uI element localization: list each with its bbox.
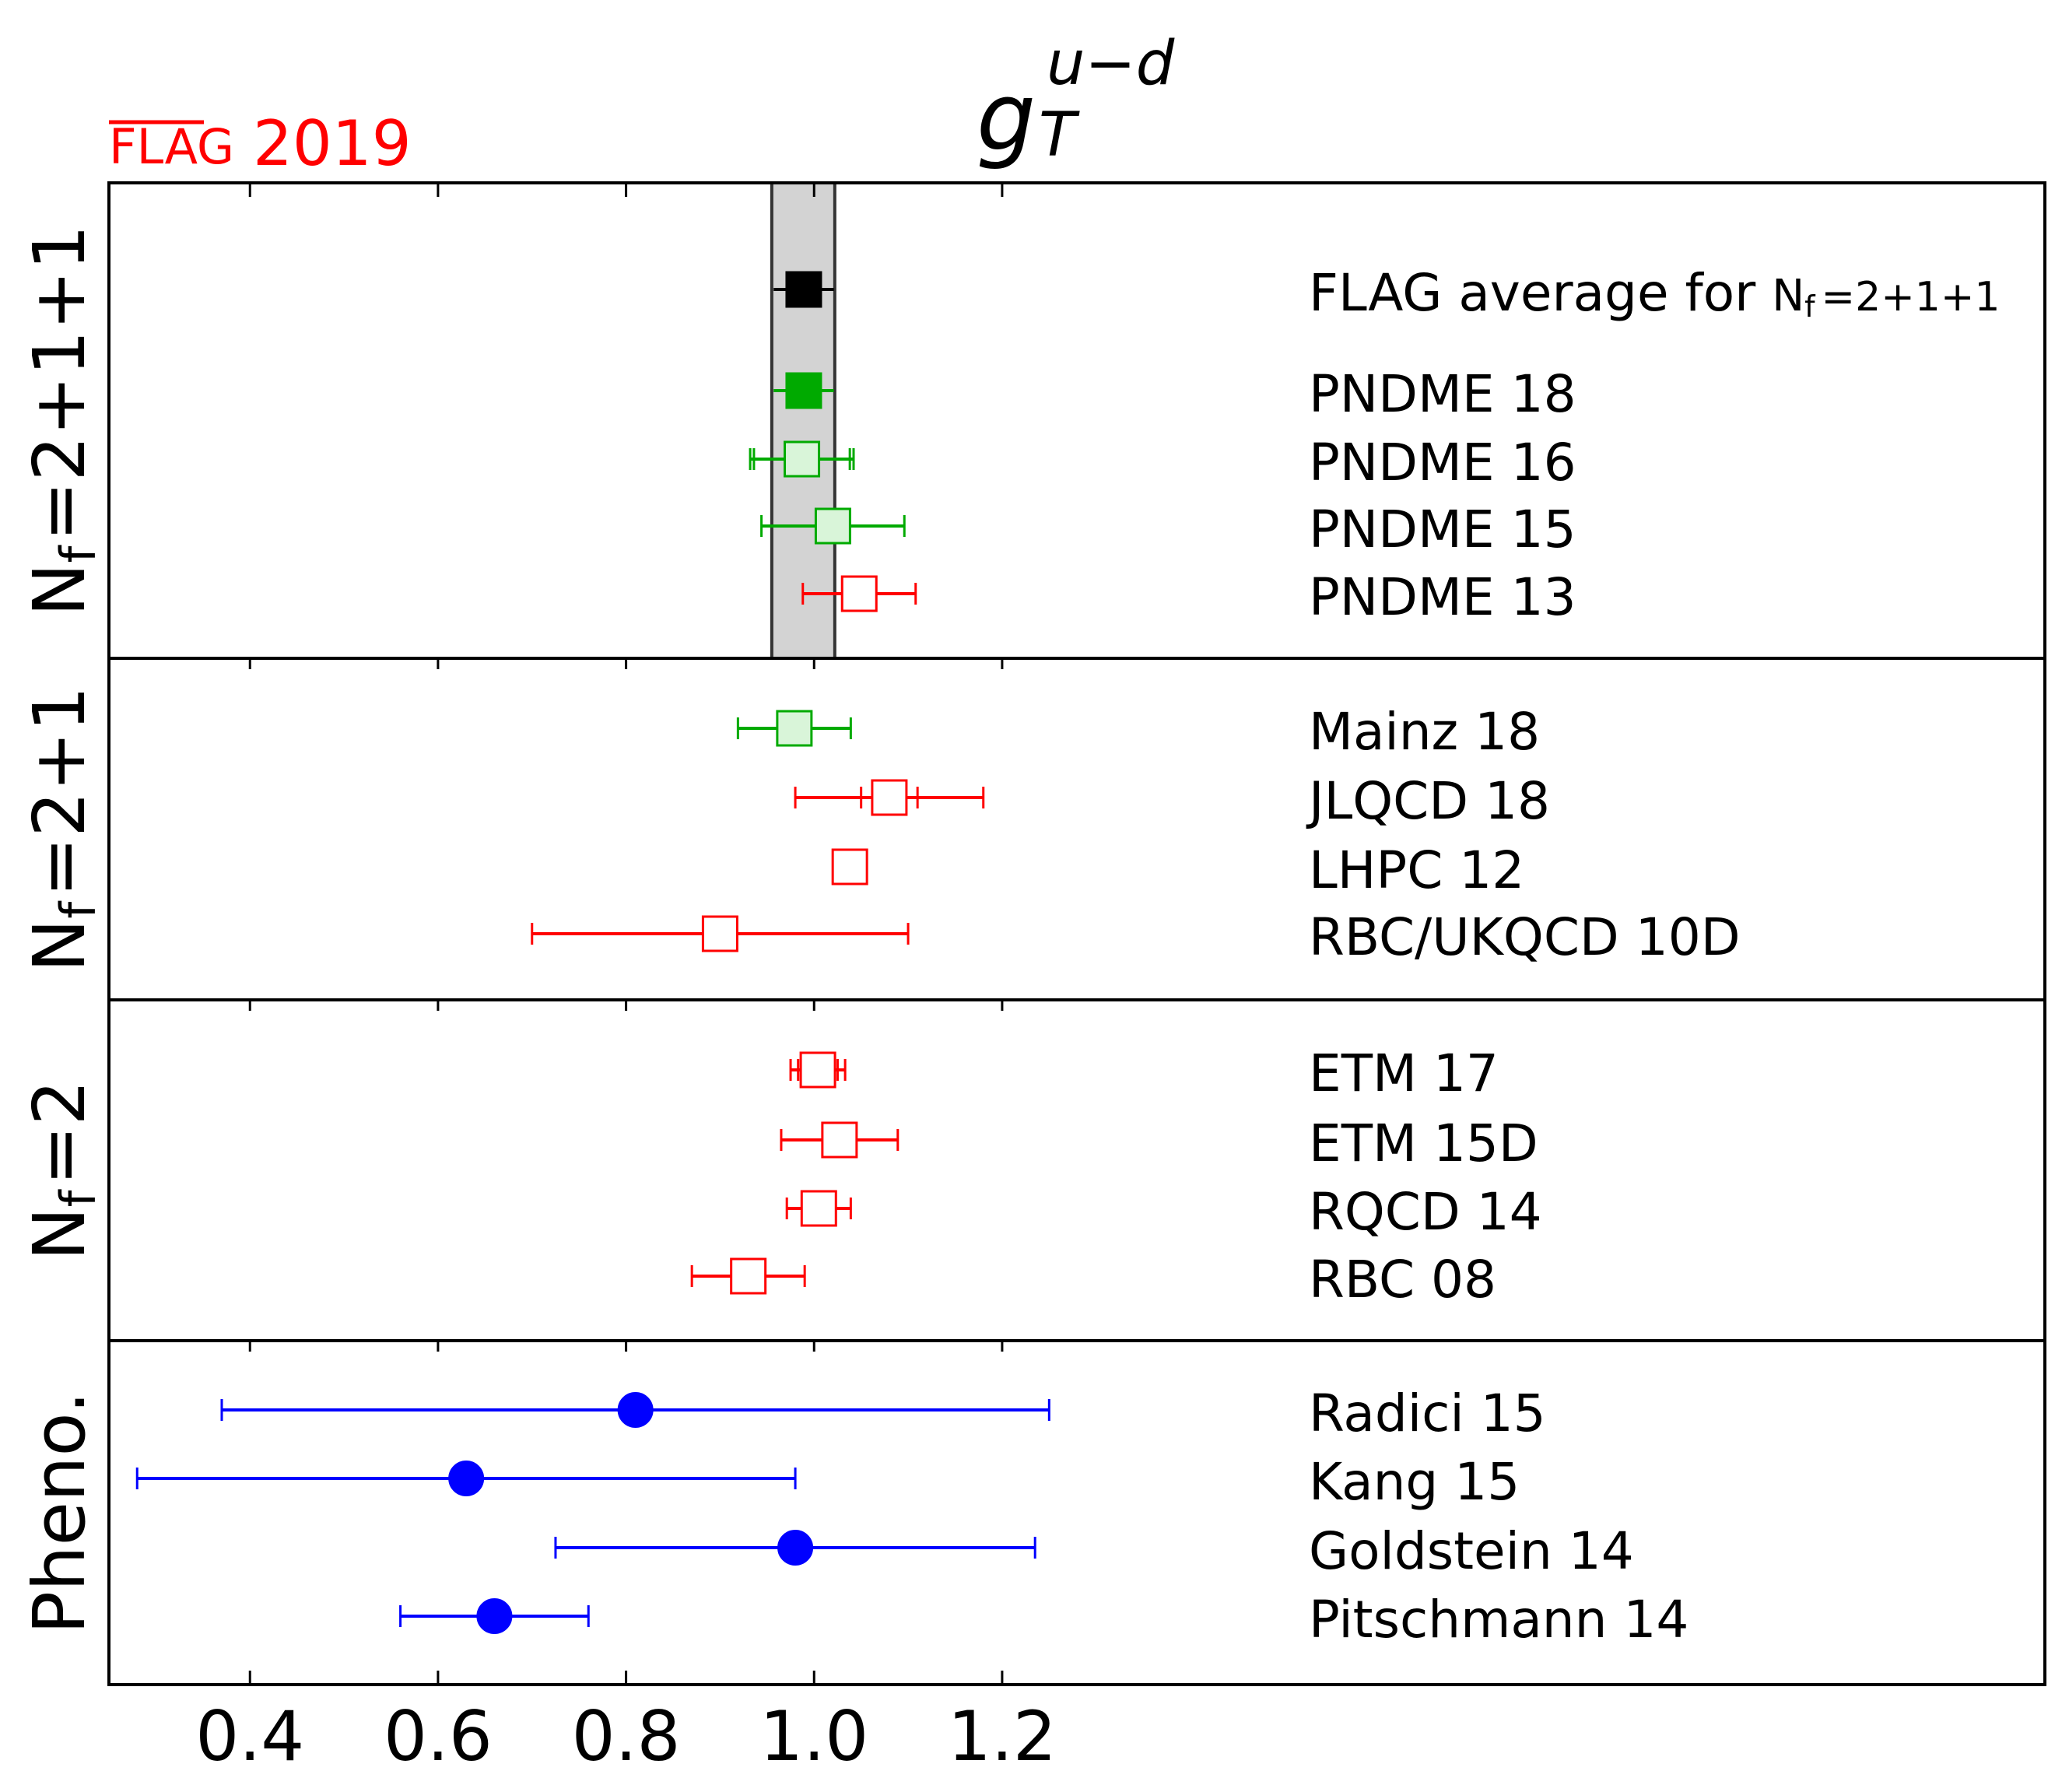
entry-label: Mainz 18	[1309, 702, 1540, 762]
average-band-fill	[771, 183, 835, 658]
data-point-lhpc-12	[831, 848, 868, 885]
data-point-goldstein-14	[554, 1530, 1036, 1566]
data-point-jlqcd-18	[794, 779, 985, 816]
entry-label: LHPC 12	[1309, 840, 1524, 900]
entry-label: Pitschmann 14	[1309, 1590, 1689, 1650]
circle-marker	[617, 1392, 654, 1428]
panel-label-4: Pheno.	[18, 1391, 101, 1635]
square-marker	[840, 575, 878, 612]
x-tick-label: 0.6	[384, 1696, 493, 1776]
entry-label: FLAG average for Nf =2+1+1	[1309, 263, 2001, 324]
entry-label: PNDME 18	[1309, 364, 1576, 424]
data-point-radici-15	[220, 1392, 1050, 1428]
data-point-flag-average-for	[773, 271, 834, 308]
entry-label: Kang 15	[1309, 1452, 1520, 1512]
square-marker	[784, 440, 821, 478]
data-point-pndme-18	[773, 372, 834, 409]
entry-label: RBC 08	[1309, 1250, 1496, 1310]
x-tick-label: 1.2	[948, 1696, 1057, 1776]
data-point-kang-15	[135, 1461, 797, 1496]
logo-flag-text: FLAG	[109, 118, 234, 175]
circle-marker	[476, 1598, 513, 1634]
data-points	[135, 271, 1050, 1634]
square-marker	[800, 1190, 837, 1227]
entry-label: PNDME 15	[1309, 500, 1576, 559]
circle-marker	[448, 1461, 485, 1496]
square-marker	[730, 1257, 767, 1295]
flag-logo: FLAG 2019	[109, 107, 412, 180]
data-point-pndme-15	[760, 507, 906, 545]
plot-border	[107, 181, 2046, 1686]
circle-marker	[777, 1530, 814, 1566]
title-superscript: u−d	[1047, 29, 1175, 99]
panel-label-3: Nf=2	[18, 1080, 107, 1261]
data-point-pitschmann-14	[399, 1598, 590, 1634]
data-point-rqcd-14	[785, 1190, 852, 1227]
title-main: g	[977, 64, 1036, 172]
flag-average-band	[770, 183, 836, 658]
square-marker	[701, 915, 738, 952]
square-marker	[871, 779, 908, 816]
entry-label: PNDME 13	[1309, 567, 1576, 627]
data-point-pndme-16	[749, 440, 855, 478]
entry-label: ETM 15D	[1309, 1113, 1538, 1173]
square-marker	[799, 1051, 836, 1089]
panel-label-2: Nf=2+1	[18, 686, 107, 973]
square-marker	[785, 271, 822, 308]
panel-label-1: Nf=2+1+1	[18, 225, 107, 617]
square-marker	[776, 710, 813, 747]
entry-label: Radici 15	[1309, 1383, 1546, 1443]
x-tick-label: 1.0	[759, 1696, 868, 1776]
data-point-pndme-13	[801, 575, 917, 612]
logo-year-text: 2019	[253, 107, 412, 180]
entry-label: ETM 17	[1309, 1043, 1499, 1103]
entry-labels: FLAG average for Nf =2+1+1 PNDME 18 PNDME 1…	[1306, 263, 2001, 1650]
data-point-etm-15d	[780, 1121, 899, 1159]
panel-labels: Nf=2+1+1 Nf=2+1 Nf=2 Pheno.	[18, 225, 107, 1635]
plot-frame	[107, 181, 2046, 1686]
data-point-rbc-08	[690, 1257, 806, 1295]
x-tick-label: 0.4	[195, 1696, 304, 1776]
square-marker	[821, 1121, 858, 1159]
title-subscript: T	[1039, 100, 1080, 170]
data-point-mainz-18	[736, 710, 852, 747]
entry-label: Goldstein 14	[1309, 1521, 1634, 1581]
x-axis: 0.4 0.6 0.8 1.0 1.2	[195, 183, 1057, 1776]
entry-label: JLQCD 18	[1306, 771, 1550, 831]
entry-label: RQCD 14	[1309, 1182, 1542, 1242]
square-marker	[831, 848, 868, 885]
data-point-rbc-ukqcd-10d	[531, 915, 910, 952]
entry-label: PNDME 16	[1309, 433, 1576, 493]
square-marker	[814, 507, 851, 545]
square-marker	[785, 372, 822, 409]
x-tick-label: 0.8	[572, 1696, 681, 1776]
chart-title: g u−d T	[977, 29, 1175, 172]
entry-label: RBC/UKQCD 10D	[1309, 907, 1741, 967]
data-point-etm-17	[789, 1051, 847, 1089]
